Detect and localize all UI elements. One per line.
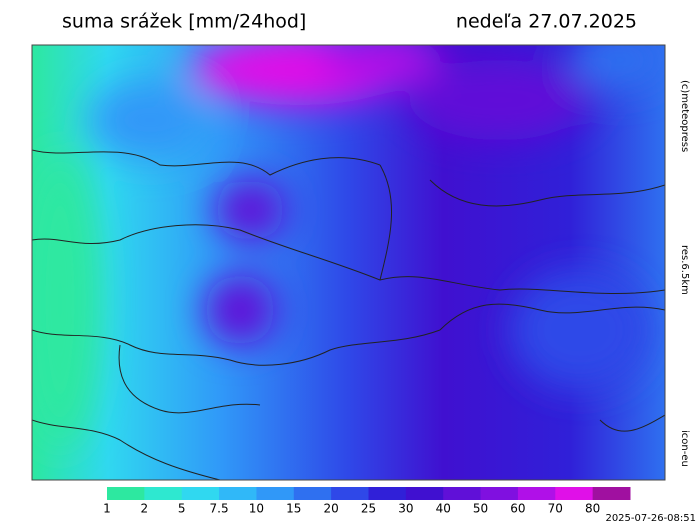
colorbar-label: 1 xyxy=(103,502,111,516)
colorbar-label: 70 xyxy=(548,502,563,516)
colorbar-swatch xyxy=(517,487,556,500)
colorbar-swatch xyxy=(293,487,332,500)
colorbar-label: 60 xyxy=(510,502,525,516)
colorbar: 1 2 5 7.5 10 15 20 25 30 40 50 60 70 80 xyxy=(103,487,631,516)
model: icon-eu xyxy=(679,430,690,467)
colorbar-label: 80 xyxy=(585,502,600,516)
colorbar-swatch xyxy=(107,487,145,500)
precip-field xyxy=(32,45,665,480)
colorbar-label: 50 xyxy=(473,502,488,516)
colorbar-swatch xyxy=(555,487,594,500)
colorbar-swatch xyxy=(219,487,257,500)
colorbar-label: 15 xyxy=(286,502,301,516)
colorbar-swatch xyxy=(144,487,183,500)
colorbar-swatch xyxy=(405,487,444,500)
colorbar-swatch xyxy=(181,487,220,500)
colorbar-swatch xyxy=(331,487,369,500)
colorbar-swatch xyxy=(443,487,482,500)
colorbar-label: 30 xyxy=(398,502,413,516)
colorbar-swatch xyxy=(480,487,519,500)
colorbar-swatch xyxy=(592,487,631,500)
title: suma srážek [mm/24hod] xyxy=(62,11,306,33)
colorbar-label: 10 xyxy=(249,502,264,516)
copyright: (c)meteopress xyxy=(679,80,690,152)
colorbar-label: 5 xyxy=(178,502,186,516)
borders xyxy=(32,149,665,480)
timestamp: 2025-07-26-08:51 xyxy=(605,513,696,524)
resolution: res.6.5km xyxy=(679,245,690,295)
colorbar-label: 25 xyxy=(361,502,376,516)
colorbar-label: 2 xyxy=(141,502,149,516)
colorbar-swatch xyxy=(256,487,295,500)
colorbar-label: 7.5 xyxy=(210,502,229,516)
date: nedeľa 27.07.2025 xyxy=(456,11,637,33)
map-frame xyxy=(31,44,666,481)
colorbar-swatch xyxy=(368,487,407,500)
colorbar-label: 20 xyxy=(324,502,339,516)
colorbar-label: 40 xyxy=(436,502,451,516)
